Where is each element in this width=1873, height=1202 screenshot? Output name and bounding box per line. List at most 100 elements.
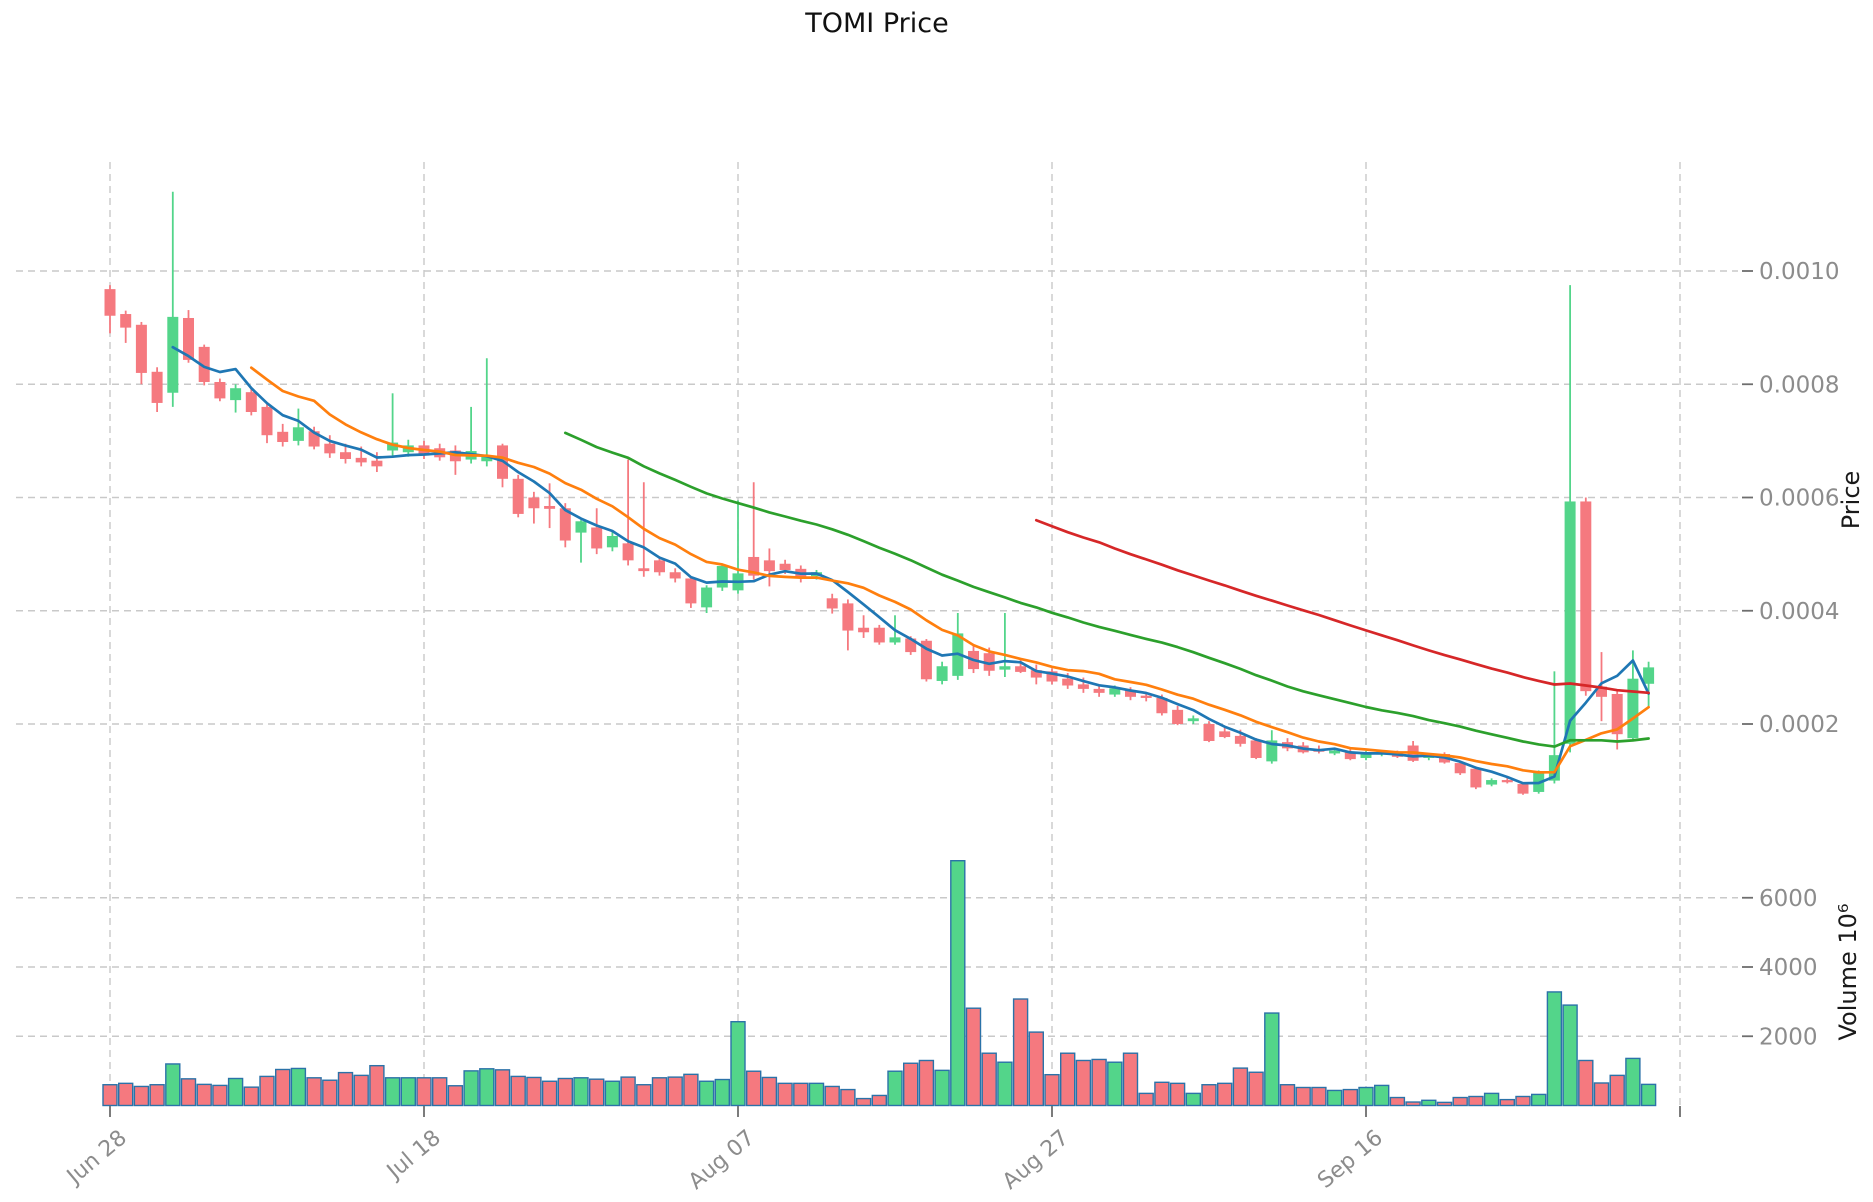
volume-bar [683, 1073, 699, 1107]
candle-body [983, 653, 995, 671]
candle-body [669, 572, 681, 579]
volume-bar [840, 1088, 856, 1107]
volume-bar [604, 1080, 621, 1107]
volume-bar [133, 1085, 150, 1107]
volume-bar [1405, 1101, 1421, 1107]
candle-body [873, 627, 885, 643]
candle-body [1062, 678, 1074, 686]
volume-bar [1452, 1096, 1468, 1107]
candle-body [245, 392, 257, 412]
volume-bar [510, 1075, 526, 1107]
price-tick-label: 0.0006 [1759, 486, 1839, 512]
volume-bar [275, 1068, 291, 1107]
volume-bar [1499, 1098, 1516, 1107]
gridlines [16, 162, 1738, 1106]
volume-bar [1483, 1092, 1500, 1107]
volume-bar [934, 1069, 950, 1107]
volume-bar [400, 1077, 416, 1107]
candle-body [481, 455, 493, 462]
price-axis-title: Price [1837, 471, 1865, 530]
volume-bar [1107, 1061, 1123, 1107]
volume-bar [1169, 1082, 1186, 1107]
candle-body [1501, 780, 1513, 783]
candle-body [120, 314, 132, 328]
volume-bar [855, 1097, 872, 1107]
volume-axis-title: Volume 10⁶ [1834, 903, 1862, 1040]
volume-bar [196, 1083, 212, 1107]
candle-body [591, 527, 603, 549]
volume-bar [1625, 1057, 1641, 1107]
candle-body [1627, 678, 1639, 739]
candle-body [701, 587, 713, 608]
volume-bar [997, 1061, 1013, 1107]
volume-bar [306, 1077, 322, 1107]
candle-body [1234, 735, 1246, 744]
candle-body [1611, 693, 1623, 735]
volume-bar [1248, 1071, 1264, 1107]
candle-body [1643, 667, 1655, 684]
candle-body [277, 431, 289, 443]
candle-body [889, 637, 901, 643]
candle-body [528, 497, 540, 509]
volume-bar [1216, 1082, 1233, 1107]
candle-body [355, 457, 367, 463]
candle-body [1156, 697, 1168, 714]
candle-body [135, 324, 147, 373]
volume-bar [227, 1077, 244, 1107]
volume-bar [1122, 1052, 1139, 1107]
volume-tick-label: 4000 [1759, 955, 1818, 981]
volume-bar [416, 1077, 432, 1107]
volume-bar [526, 1076, 542, 1107]
candle-body [1219, 731, 1231, 738]
volume-tick-label: 6000 [1759, 886, 1818, 912]
volume-bar [793, 1082, 809, 1107]
volume-bar [212, 1084, 228, 1107]
x-tick-label: Jul 18 [381, 1125, 446, 1185]
volume-bar [149, 1084, 165, 1107]
volume-bar [290, 1067, 307, 1107]
volume-bar [1154, 1081, 1170, 1107]
ma-line-ma10 [249, 366, 1650, 774]
volume-bar [1515, 1095, 1531, 1107]
volume-bar [714, 1078, 730, 1107]
candle-body [575, 521, 587, 533]
candle-body [1093, 688, 1105, 693]
volume-bar [651, 1077, 668, 1107]
volume-bar [777, 1082, 793, 1107]
price-tick-label: 0.0010 [1759, 259, 1839, 285]
candle-body [1125, 690, 1136, 697]
candle-body [1250, 740, 1262, 758]
volume-bar [369, 1064, 385, 1107]
price-axis-tick-labels: 0.0002 0.0004 0.0006 0.0008 0.0010 [1759, 259, 1839, 738]
candle-body [763, 560, 775, 572]
volume-bar [259, 1075, 275, 1107]
candle-body [198, 346, 210, 382]
candlesticks [104, 191, 1655, 795]
volume-bar [1028, 1031, 1045, 1107]
volume-bar [1059, 1052, 1076, 1107]
candle-body [512, 478, 524, 514]
volume-bar [1468, 1095, 1484, 1107]
candle-body [387, 442, 399, 451]
volume-bar [494, 1069, 511, 1107]
candle-body [842, 603, 854, 631]
volume-bar [1562, 1004, 1578, 1107]
volume-bar [698, 1080, 715, 1107]
price-tick-label: 0.0008 [1759, 372, 1839, 398]
volume-bar [117, 1082, 134, 1107]
candle-body [371, 460, 383, 467]
candle-body [308, 431, 320, 447]
volume-bar [1546, 991, 1563, 1107]
volume-bar [1530, 1093, 1547, 1107]
volume-bar [1609, 1074, 1625, 1107]
chart-title: TOMI Price [804, 8, 948, 39]
candle-body [606, 536, 618, 548]
candle-body [1344, 752, 1356, 760]
candle-body [151, 371, 163, 403]
volume-bar [463, 1070, 479, 1107]
candle-body [685, 578, 697, 604]
ma-line-ma60 [1034, 518, 1650, 695]
volume-bar [1593, 1082, 1610, 1107]
